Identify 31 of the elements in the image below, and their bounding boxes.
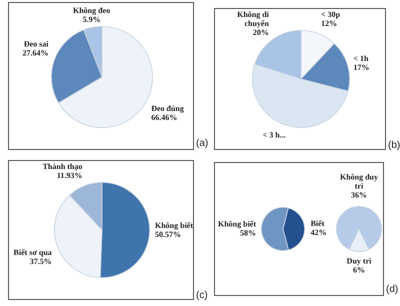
data-label: 50.57%	[154, 230, 181, 240]
slice-label: Duy trì	[346, 256, 372, 266]
slice-label: Không duy trì	[340, 172, 378, 190]
data-label: 6%	[353, 266, 366, 275]
text: (b)	[388, 140, 400, 151]
slice-label: Biết sơ qua	[14, 248, 52, 257]
text: (d)	[386, 284, 398, 295]
slice-label: Biết	[310, 218, 325, 228]
data-label: 20%	[252, 28, 269, 38]
text: (a)	[196, 138, 208, 149]
slice-label: Không biết	[218, 219, 256, 228]
data-label: 27.64%	[22, 48, 48, 58]
data-label: 11.93%	[56, 171, 82, 180]
data-label: 17%	[353, 62, 370, 72]
slice-label: Không biết	[154, 221, 194, 230]
slice-label: < 3 h...	[262, 130, 286, 140]
data-label: 66.46%	[151, 113, 178, 122]
slice-label: Không đeo	[73, 6, 110, 16]
slice-label: Đeo đúng	[151, 104, 184, 114]
slice-label: Thành thạo	[42, 162, 82, 172]
data-label: 36%	[350, 190, 367, 200]
data-label: 42%	[310, 228, 327, 237]
data-label: 37.5%	[30, 256, 52, 266]
data-label: 12%	[321, 19, 338, 28]
text: (c)	[196, 290, 208, 301]
slice-label: Đeo sai	[24, 40, 50, 49]
data-label: 5.9%	[82, 15, 101, 24]
slice-label: < 30p	[321, 10, 341, 20]
slice-label: < 1h	[353, 54, 369, 63]
data-label: 58%	[240, 228, 256, 238]
slice-label: Không di chuyển	[237, 10, 270, 28]
